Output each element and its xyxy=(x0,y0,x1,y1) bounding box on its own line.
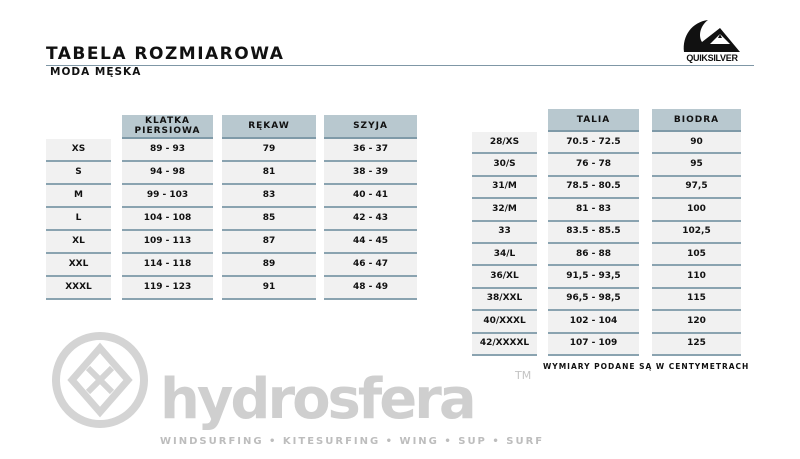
table-cell: 91 xyxy=(222,277,316,300)
size-label: XL xyxy=(46,231,111,254)
table-cell: 114 - 118 xyxy=(122,254,213,277)
table-cell: 44 - 45 xyxy=(324,231,417,254)
size-label: L xyxy=(46,208,111,231)
table-cell: 115 xyxy=(652,288,741,312)
column-header: TALIA xyxy=(548,109,639,132)
table-cell: 36 - 37 xyxy=(324,139,417,162)
table-cell: 42 - 43 xyxy=(324,208,417,231)
table-cell: 81 - 83 xyxy=(548,199,639,222)
table-cell: 83.5 - 85.5 xyxy=(548,221,639,244)
table-cell: 102,5 xyxy=(652,221,741,244)
hydrosfera-watermark-icon xyxy=(52,332,148,428)
table-cell: 87 xyxy=(222,231,316,254)
header-divider xyxy=(46,65,754,66)
table-cell: 76 - 78 xyxy=(548,154,639,177)
size-label: M xyxy=(46,185,111,208)
table-cell: 109 - 113 xyxy=(122,231,213,254)
size-label: 32/M xyxy=(472,199,537,222)
table-cell: 85 xyxy=(222,208,316,231)
table-cell: 125 xyxy=(652,333,741,356)
table-cell: 104 - 108 xyxy=(122,208,213,231)
size-label: XS xyxy=(46,139,111,162)
size-label: XXL xyxy=(46,254,111,277)
size-label: S xyxy=(46,162,111,185)
table-cell: 102 - 104 xyxy=(548,311,639,334)
table-cell: 105 xyxy=(652,244,741,267)
table-cell: 38 - 39 xyxy=(324,162,417,185)
table-cell: 95 xyxy=(652,154,741,177)
table-cell: 89 - 93 xyxy=(122,139,213,162)
page-subtitle: MODA MĘSKA xyxy=(50,66,142,78)
table-cell: 99 - 103 xyxy=(122,185,213,208)
table-cell: 78.5 - 80.5 xyxy=(548,176,639,200)
size-label: 36/XL xyxy=(472,266,537,289)
table-cell: 119 - 123 xyxy=(122,277,213,300)
table-cell: 79 xyxy=(222,139,316,162)
size-label: 28/XS xyxy=(472,132,537,155)
table-cell: 94 - 98 xyxy=(122,162,213,185)
table-cell: 107 - 109 xyxy=(548,333,639,356)
watermark-tm: TM xyxy=(515,369,532,382)
table-cell: 110 xyxy=(652,266,741,289)
size-label: 40/XXXL xyxy=(472,311,537,334)
column-header: KLATKA PIERSIOWA xyxy=(122,115,213,139)
table-cell: 40 - 41 xyxy=(324,185,417,208)
column-header: RĘKAW xyxy=(222,115,316,139)
table-cell: 89 xyxy=(222,254,316,277)
watermark-word: hydrosfera xyxy=(160,367,477,432)
table-cell: 97,5 xyxy=(652,176,741,200)
units-note: WYMIARY PODANE SĄ W CENTYMETRACH xyxy=(543,362,750,371)
table-cell: 46 - 47 xyxy=(324,254,417,277)
table-cell: 86 - 88 xyxy=(548,244,639,267)
column-header: BIODRA xyxy=(652,109,741,132)
size-label: 30/S xyxy=(472,154,537,177)
table-cell: 100 xyxy=(652,199,741,222)
table-cell: 120 xyxy=(652,311,741,334)
table-cell: 91,5 - 93,5 xyxy=(548,266,639,289)
size-label: 38/XXL xyxy=(472,288,537,312)
size-label: XXXL xyxy=(46,277,111,300)
table-cell: 96,5 - 98,5 xyxy=(548,288,639,312)
quiksilver-logo-icon xyxy=(683,20,740,52)
table-cell: 48 - 49 xyxy=(324,277,417,300)
column-header: SZYJA xyxy=(324,115,417,139)
table-cell: 70.5 - 72.5 xyxy=(548,132,639,155)
brand-name: QUIKSILVER xyxy=(686,53,738,63)
size-label: 42/XXXXL xyxy=(472,333,537,356)
watermark-tagline: WINDSURFING • KITESURFING • WING • SUP •… xyxy=(160,436,545,447)
size-label: 31/M xyxy=(472,176,537,200)
size-label: 33 xyxy=(472,221,537,244)
table-cell: 90 xyxy=(652,132,741,155)
table-cell: 83 xyxy=(222,185,316,208)
table-cell: 81 xyxy=(222,162,316,185)
size-label: 34/L xyxy=(472,244,537,267)
page-title: TABELA ROZMIAROWA xyxy=(46,44,285,64)
